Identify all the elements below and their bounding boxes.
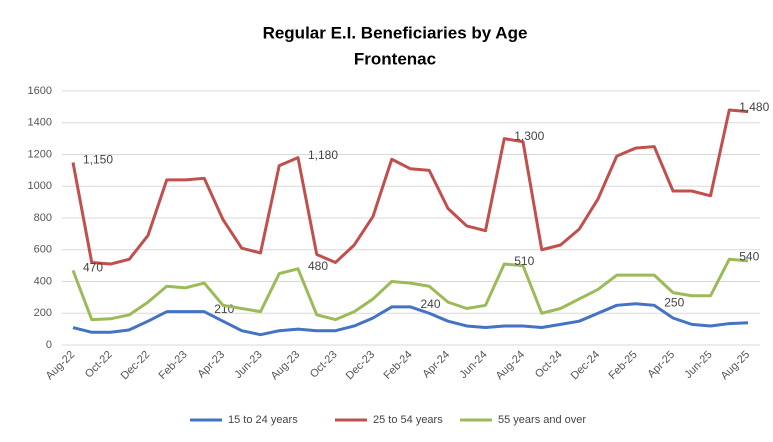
data-label: 480: [308, 259, 328, 273]
legend-label: 15 to 24 years: [228, 414, 298, 426]
y-tick-label: 200: [34, 307, 52, 319]
y-tick-label: 800: [34, 212, 52, 224]
series-line: [72, 302, 749, 337]
x-tick-label: Oct-23: [308, 349, 340, 381]
data-label: 210: [214, 302, 234, 316]
legend-label: 55 years and over: [498, 414, 586, 426]
data-label: 240: [421, 297, 441, 311]
data-label: 250: [664, 295, 684, 309]
data-label: 1,150: [83, 153, 113, 167]
data-label: 1,300: [514, 129, 544, 143]
x-tick-label: Feb-23: [157, 349, 190, 382]
x-tick-label: Aug-23: [269, 349, 303, 383]
y-tick-label: 1200: [28, 148, 52, 160]
x-tick-label: Jun-25: [682, 349, 714, 381]
x-tick-label: Dec-22: [119, 349, 153, 383]
x-tick-label: Oct-24: [533, 349, 565, 381]
x-tick-label: Feb-24: [382, 349, 415, 382]
x-tick-label: Jun-23: [232, 349, 264, 381]
x-tick-label: Apr-25: [645, 349, 677, 381]
y-tick-label: 1600: [28, 85, 52, 97]
data-label: 540: [739, 249, 759, 263]
data-label: 510: [514, 254, 534, 268]
x-tick-label: Dec-23: [344, 349, 378, 383]
x-tick-label: Oct-22: [83, 349, 115, 381]
data-label: 1,180: [308, 148, 338, 162]
data-label: 470: [83, 261, 103, 275]
x-tick-label: Aug-22: [44, 349, 78, 383]
y-tick-label: 400: [34, 275, 52, 287]
legend-label: 25 to 54 years: [373, 414, 443, 426]
x-tick-label: Jun-24: [457, 349, 489, 381]
series-line: [71, 257, 749, 322]
x-tick-label: Dec-24: [569, 349, 603, 383]
chart-title: Regular E.I. Beneficiaries by Age: [263, 23, 528, 42]
series-line: [71, 108, 749, 266]
data-label: 1,480: [739, 100, 769, 114]
y-tick-label: 1000: [28, 180, 52, 192]
y-tick-label: 600: [34, 244, 52, 256]
y-tick-label: 0: [46, 339, 52, 351]
x-tick-label: Aug-25: [719, 349, 753, 383]
x-tick-label: Feb-25: [607, 349, 640, 382]
x-tick-label: Apr-23: [195, 349, 227, 381]
x-tick-label: Aug-24: [494, 349, 528, 383]
y-tick-label: 1400: [28, 117, 52, 129]
chart-subtitle: Frontenac: [354, 49, 436, 68]
x-tick-label: Apr-24: [420, 349, 452, 381]
